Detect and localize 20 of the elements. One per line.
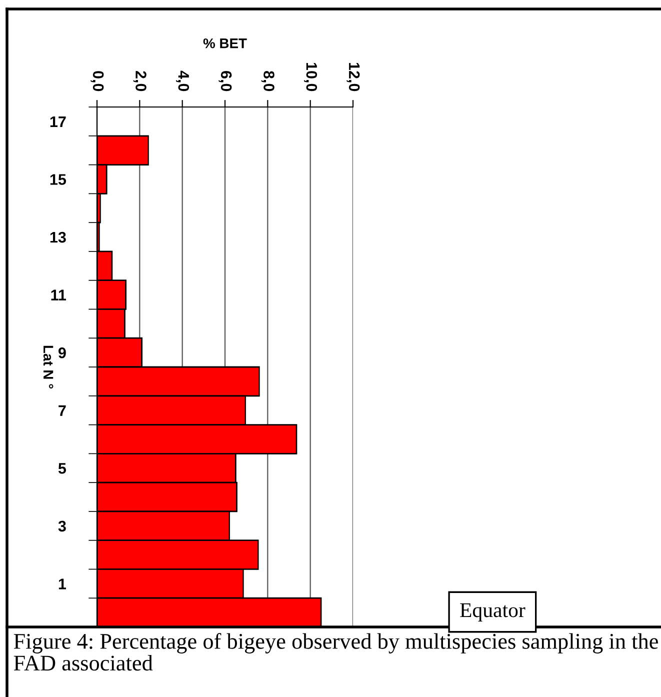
x-axis-title: % BET xyxy=(203,38,247,48)
y-tick-label: 15 xyxy=(50,174,66,185)
y-tick-label: 3 xyxy=(58,520,66,532)
y-axis-title: Lat N ° xyxy=(43,346,54,388)
x-tick-label: 8,0 xyxy=(261,70,274,92)
y-tick-label: 17 xyxy=(50,116,66,127)
x-tick-label: 10,0 xyxy=(304,62,318,92)
x-tick-label: 4,0 xyxy=(176,70,190,92)
y-tick-label: 1 xyxy=(58,578,66,590)
y-tick-label: 9 xyxy=(58,347,66,358)
x-tick-label: 12,0 xyxy=(346,62,360,92)
y-tick-label: 13 xyxy=(50,232,66,243)
caption: Figure 4: Percentage of bigeye observed by multispecies sampling in the FAD associated xyxy=(14,633,658,671)
x-tick-label: 0,0 xyxy=(90,71,104,92)
x-tick-label: 6,0 xyxy=(218,71,232,92)
y-tick-label: 11 xyxy=(51,290,66,300)
text: Equator xyxy=(460,603,526,622)
y-tick-label: 5 xyxy=(58,463,66,474)
y-tick-label: 7 xyxy=(58,405,66,416)
x-tick-label: 2,0 xyxy=(133,71,146,92)
